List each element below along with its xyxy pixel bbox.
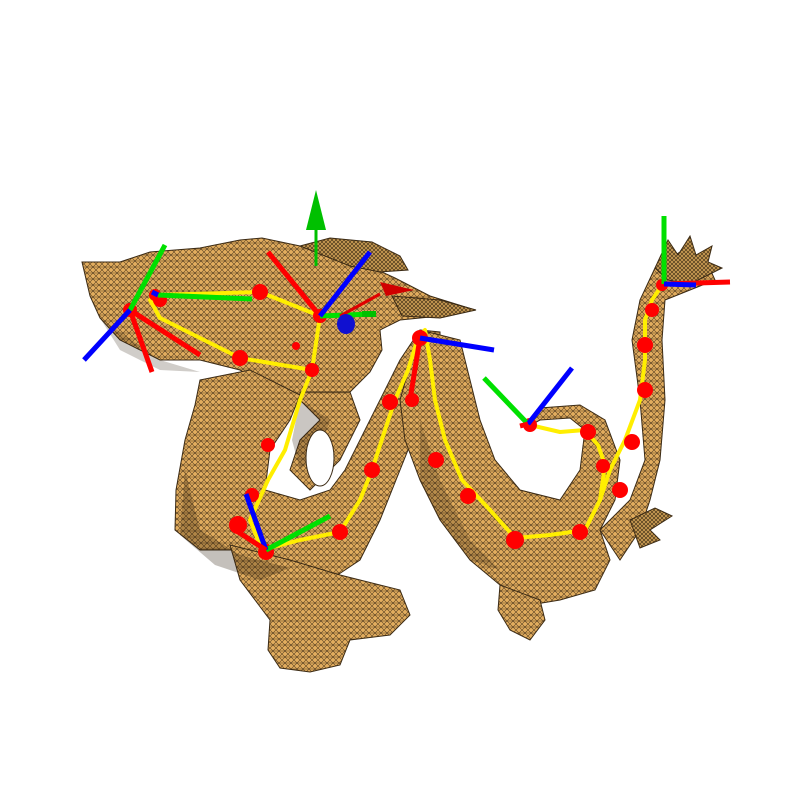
joint [580, 424, 596, 440]
skeleton-spine [248, 283, 664, 552]
joint [612, 482, 628, 498]
frame-x-axis [266, 250, 322, 318]
frame-z-axis [243, 493, 269, 551]
frame-z-axis [150, 289, 160, 298]
frame-y-axis [482, 376, 530, 426]
frame-x-axis [128, 307, 202, 358]
joint [261, 438, 275, 452]
frame-z-axis [663, 281, 697, 288]
dragon-leg [497, 584, 546, 641]
world-x-axis-shaft [339, 292, 381, 318]
joint [292, 342, 300, 350]
frame-neck [407, 335, 495, 401]
mesh-shadow [420, 420, 500, 570]
dragon-horn [391, 295, 477, 319]
joint [624, 434, 640, 450]
world-z-axis-arrow-icon [337, 314, 355, 334]
joint [596, 459, 610, 473]
skeleton-head-branch [148, 298, 314, 372]
frame-snout [82, 243, 202, 373]
world-origin [362, 311, 376, 317]
frame-x-axis [519, 421, 529, 429]
joint [232, 350, 248, 366]
joint [506, 531, 524, 549]
joint [645, 303, 659, 317]
frame-jaw [150, 289, 253, 302]
mesh-shadow [180, 470, 290, 580]
world-axes-gizmo[interactable] [306, 190, 414, 334]
frame-back [482, 366, 574, 429]
joint [364, 462, 380, 478]
frame-y-axis [157, 292, 253, 302]
joint [637, 382, 653, 398]
dragon-mesh [81, 234, 724, 673]
coordinate-frames [82, 216, 731, 553]
joint [382, 394, 398, 410]
world-x-axis-arrow-icon [380, 282, 414, 296]
frame-y-axis [127, 243, 168, 312]
frame-z-axis [419, 335, 495, 353]
joint [637, 337, 653, 353]
mesh-gap [305, 429, 335, 487]
dragon-body [399, 329, 621, 606]
dragon-leg [229, 544, 411, 673]
dragon-spikes [629, 507, 674, 549]
frame-z-axis [82, 308, 132, 362]
frame-z-axis [318, 250, 372, 318]
mesh-shadow [292, 400, 330, 470]
joint [460, 488, 476, 504]
joint [572, 524, 588, 540]
joint [428, 452, 444, 468]
frame-x-axis [407, 337, 423, 401]
frame-x-axis [230, 525, 268, 553]
frame-leg [230, 493, 332, 553]
frame-x-axis [127, 309, 155, 373]
frame-z-axis [526, 366, 574, 426]
dragon-head [81, 237, 476, 401]
joint [305, 363, 319, 377]
dragon-horn [298, 237, 409, 273]
joint [332, 524, 348, 540]
frame-tail [661, 216, 731, 288]
world-y-axis-arrow-icon [306, 190, 326, 230]
joint [252, 284, 268, 300]
frame-y-axis [264, 513, 332, 553]
